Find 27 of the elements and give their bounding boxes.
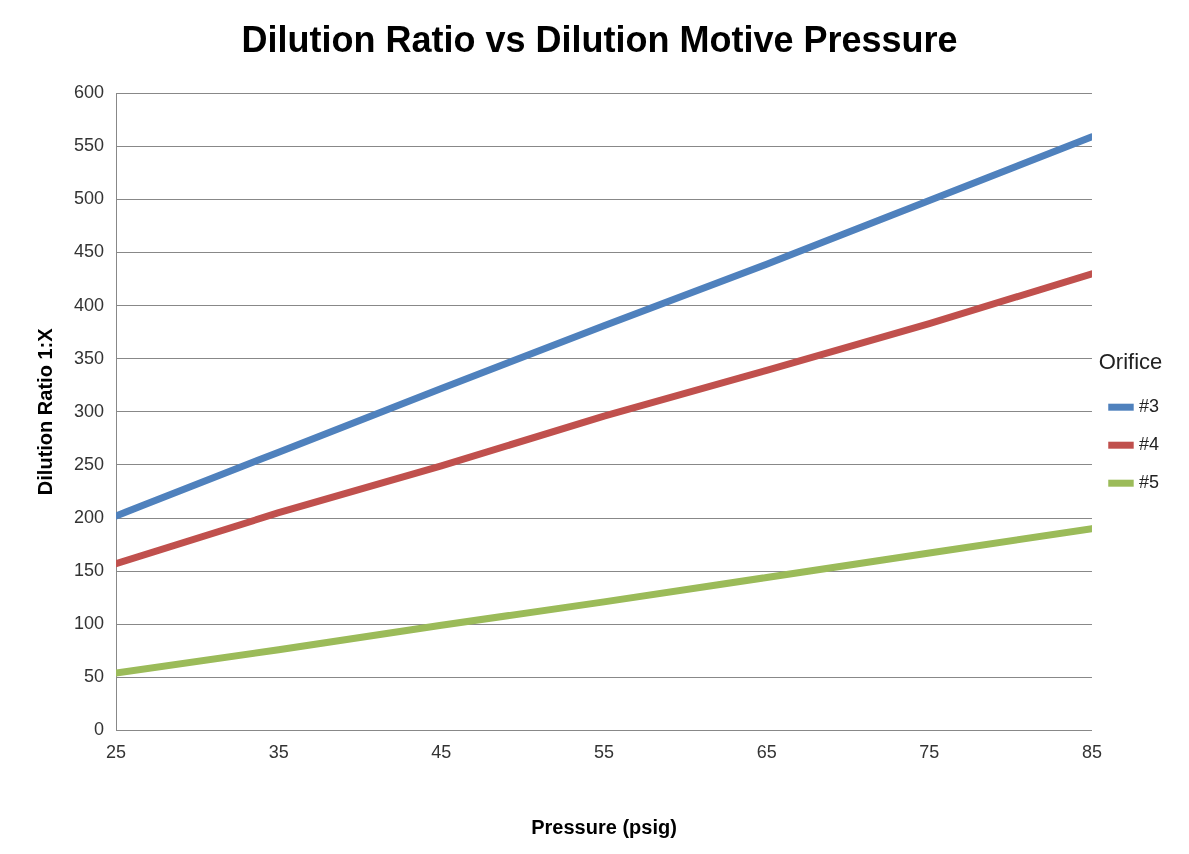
y-tick-label: 250 xyxy=(73,453,105,474)
y-tick-label: 300 xyxy=(73,400,105,421)
chart-title: Dilution Ratio vs Dilution Motive Pressure xyxy=(241,18,958,60)
y-tick-label: 100 xyxy=(73,613,105,634)
y-tick-label: 350 xyxy=(73,347,105,368)
x-axis-title: Pressure (psig) xyxy=(531,815,677,838)
x-tick-label: 45 xyxy=(431,742,452,763)
x-tick-label: 65 xyxy=(756,742,777,763)
y-tick-label: 450 xyxy=(73,241,105,262)
y-tick-label: 50 xyxy=(84,666,105,687)
y-tick-label: 400 xyxy=(73,294,105,315)
y-tick-label: 500 xyxy=(73,188,105,209)
x-tick-label: 25 xyxy=(106,742,127,763)
y-tick-label: 200 xyxy=(73,506,105,527)
x-tick-label: 35 xyxy=(268,742,289,763)
y-tick-label: 550 xyxy=(73,135,105,156)
y-axis-title: Dilution Ratio 1:X xyxy=(33,327,56,496)
x-tick-label: 55 xyxy=(593,742,615,763)
x-tick-label: 75 xyxy=(919,742,940,763)
y-tick-label: 600 xyxy=(73,82,105,103)
legend-label: #3 xyxy=(1138,396,1160,417)
legend-label: #5 xyxy=(1138,472,1160,493)
y-tick-label: 0 xyxy=(94,719,105,740)
y-tick-label: 150 xyxy=(73,560,105,581)
legend-title: Orifice xyxy=(1098,348,1163,374)
legend-label: #4 xyxy=(1138,434,1160,455)
x-tick-label: 85 xyxy=(1081,742,1102,763)
